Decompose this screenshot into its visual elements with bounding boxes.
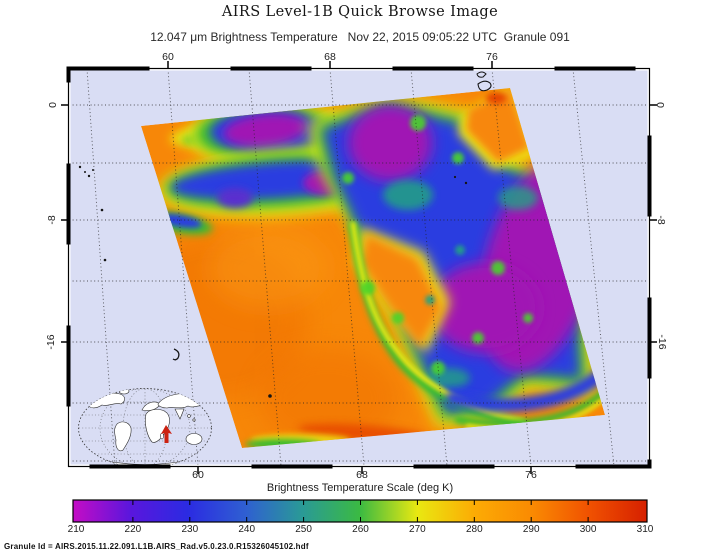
cb-label-240: 240 <box>238 524 256 535</box>
y-tick-left-0: 0 <box>47 102 59 108</box>
cb-label-230: 230 <box>181 524 199 535</box>
cyclone-location-arrow-icon <box>161 425 172 443</box>
cb-label-290: 290 <box>522 524 540 535</box>
spiral-bands <box>348 221 605 432</box>
cb-label-310: 310 <box>636 524 654 535</box>
cb-label-300: 300 <box>579 524 597 535</box>
y-tick-left-neg8: -8 <box>46 215 58 225</box>
cb-label-250: 250 <box>295 524 312 535</box>
page-title: AIRS Level-1B Quick Browse Image <box>221 4 499 20</box>
y-tick-right-neg16: -16 <box>656 334 668 350</box>
x-tick-top-68: 68 <box>324 51 336 63</box>
y-tick-right-0: 0 <box>654 102 666 108</box>
cb-label-210: 210 <box>67 524 85 535</box>
colorbar <box>72 499 648 523</box>
cb-label-260: 260 <box>352 524 369 535</box>
cb-label-220: 220 <box>124 524 142 535</box>
colorbar-title: Brightness Temperature Scale (deg K) <box>266 482 454 494</box>
x-tick-bottom-76: 76 <box>525 469 537 481</box>
cloud-speckles <box>342 115 545 375</box>
cb-label-270: 270 <box>409 524 426 535</box>
colorbar-gradient <box>73 500 647 522</box>
y-tick-right-neg8: -8 <box>655 215 667 225</box>
y-tick-left-neg16: -16 <box>45 334 57 350</box>
island-outlines <box>78 71 492 398</box>
x-tick-bottom-68: 68 <box>356 469 368 481</box>
x-tick-bottom-60: 60 <box>192 469 204 481</box>
map-frame <box>61 61 657 474</box>
granule-id: Granule Id = AIRS.2015.11.22.091.L1B.AIR… <box>4 542 309 551</box>
dry-slot <box>354 227 450 354</box>
graticule <box>69 69 649 466</box>
page-subtitle: 12.047 μm Brightness Temperature Nov 22,… <box>150 30 570 44</box>
cb-label-280: 280 <box>465 524 483 535</box>
x-tick-top-76: 76 <box>486 51 498 63</box>
x-tick-top-60: 60 <box>162 51 174 63</box>
